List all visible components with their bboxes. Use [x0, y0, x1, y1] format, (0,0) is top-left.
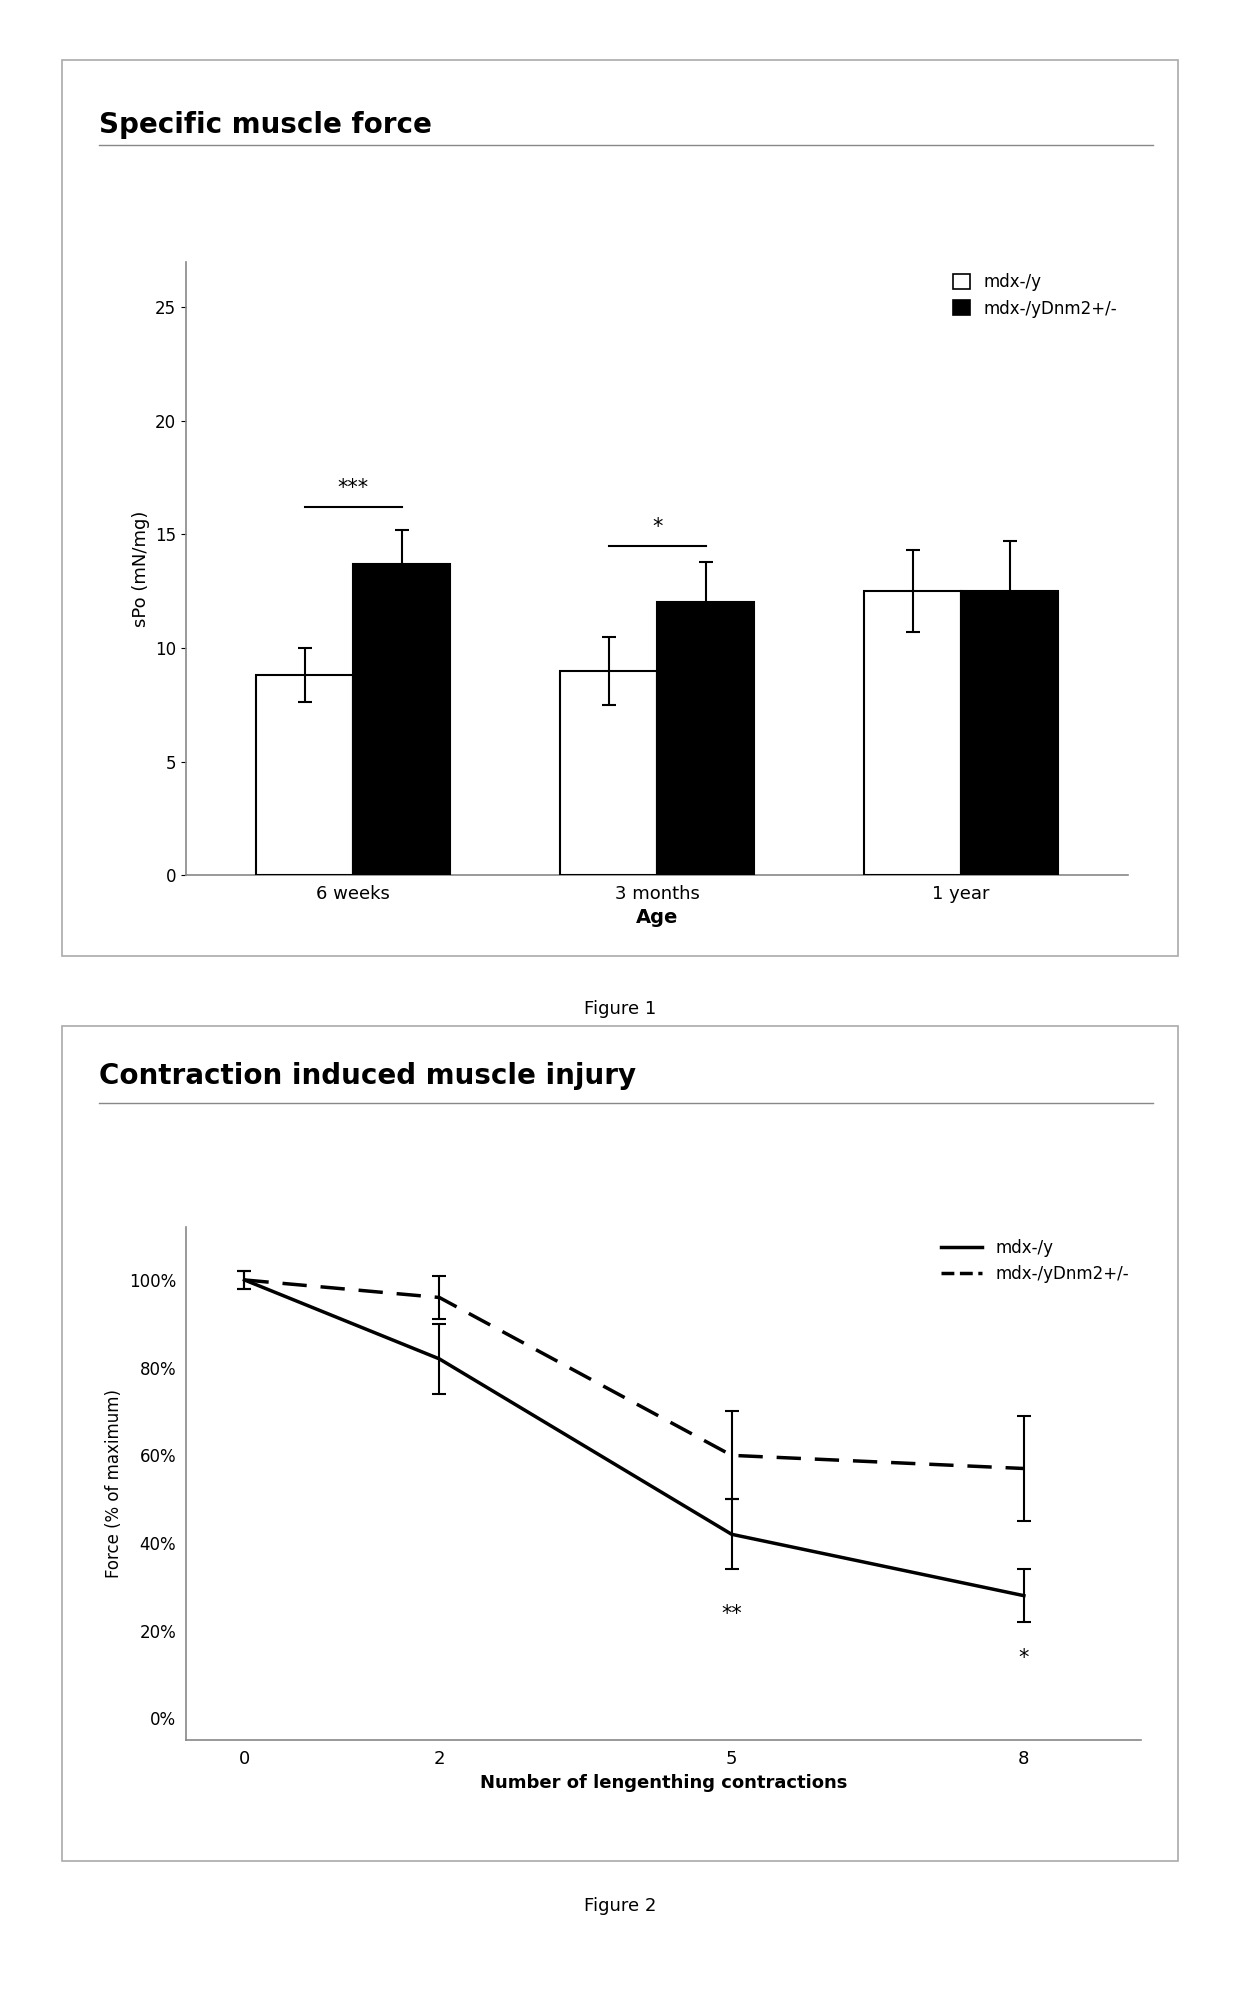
Text: *: * — [652, 517, 662, 537]
Text: Figure 1: Figure 1 — [584, 1000, 656, 1018]
Text: Specific muscle force: Specific muscle force — [99, 111, 432, 139]
Text: *: * — [1019, 1648, 1029, 1668]
Bar — [864, 592, 961, 875]
X-axis label: Number of lengenthing contractions: Number of lengenthing contractions — [480, 1775, 847, 1791]
Bar — [255, 676, 353, 875]
Legend: mdx-/y, mdx-/yDnm2+/-: mdx-/y, mdx-/yDnm2+/- — [946, 266, 1123, 324]
Bar — [961, 592, 1059, 875]
X-axis label: Age: Age — [636, 909, 678, 928]
Bar — [657, 602, 754, 875]
Text: ***: *** — [337, 479, 368, 497]
Bar — [560, 670, 657, 875]
Bar — [353, 563, 450, 875]
Legend: mdx-/y, mdx-/yDnm2+/-: mdx-/y, mdx-/yDnm2+/- — [934, 1231, 1136, 1290]
Text: Contraction induced muscle injury: Contraction induced muscle injury — [99, 1062, 636, 1091]
Y-axis label: Force (% of maximum): Force (% of maximum) — [105, 1390, 124, 1577]
Y-axis label: sPo (mN/mg): sPo (mN/mg) — [131, 511, 150, 626]
Text: **: ** — [722, 1604, 742, 1624]
Text: Figure 2: Figure 2 — [584, 1897, 656, 1915]
